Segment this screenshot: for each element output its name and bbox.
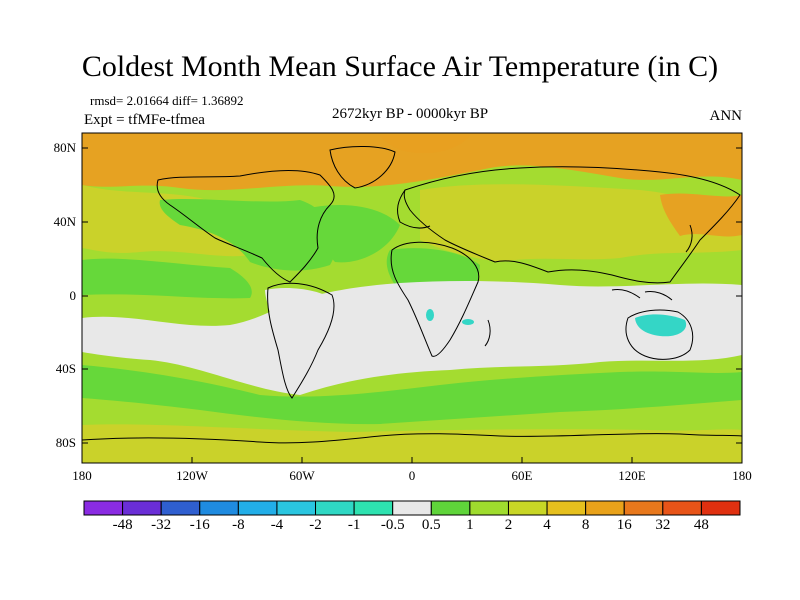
- coast-indonesia: [611, 289, 673, 301]
- lat-label-40s: 40S: [55, 361, 76, 376]
- arctic-warm-patch: [380, 135, 470, 154]
- lat-label-80s: 80S: [55, 435, 76, 450]
- lon-label-120e: 120E: [618, 468, 646, 483]
- colorbar-swatch-10: [469, 500, 509, 516]
- lon-label-180w: 180: [72, 468, 92, 483]
- colorbar-swatch-3: [199, 500, 239, 516]
- period-label: 2672kyr BP - 0000kyr BP: [331, 106, 489, 122]
- colorbar-label-11: 4: [543, 517, 551, 533]
- coast-africa: [390, 241, 480, 357]
- colorbar-swatch-13: [585, 500, 625, 516]
- colorbar-swatch-1: [122, 500, 162, 516]
- colorbar-label-8: 0.5: [421, 517, 441, 533]
- colorbar-label-7: -0.5: [380, 517, 405, 533]
- colorbar-swatch-9: [430, 500, 471, 516]
- coast-north-america: [156, 170, 335, 283]
- coastlines: [81, 145, 743, 444]
- colorbar-swatch-6: [315, 500, 355, 516]
- experiment-label: Expt = tfMFe-tfmea: [84, 112, 205, 128]
- eurasia-yellow: [420, 184, 742, 262]
- colorbar-swatch-11: [507, 500, 548, 516]
- lon-label-60e: 60E: [511, 468, 533, 483]
- colorbar-label-3: -8: [232, 517, 245, 533]
- colorbar-swatch-16: [700, 500, 741, 516]
- colorbar-swatch-12: [546, 500, 587, 516]
- lon-label-60w: 60W: [289, 468, 315, 483]
- coast-eurasia: [403, 166, 741, 284]
- lat-label-80n: 80N: [53, 140, 76, 155]
- colorbar-swatch-8: [392, 500, 432, 516]
- cyan-spot-indian: [462, 319, 474, 325]
- coast-greenland: [329, 145, 396, 189]
- colorbar: [83, 500, 741, 516]
- lat-label-0: 0: [69, 288, 77, 303]
- colorbar-label-1: -32: [151, 517, 172, 533]
- lon-label-0: 0: [408, 468, 416, 483]
- north-america-green: [159, 198, 336, 271]
- colorbar-label-12: 8: [581, 517, 590, 533]
- lon-label-180e: 180: [732, 468, 752, 483]
- coast-south-america: [267, 282, 335, 399]
- colorbar-label-14: 32: [655, 517, 671, 533]
- colorbar-swatch-15: [662, 500, 702, 516]
- colorbar-label-5: -2: [309, 517, 322, 533]
- colorbar-swatch-14: [623, 500, 664, 516]
- stats-text: rmsd= 2.01664 diff= 1.36892: [90, 93, 244, 108]
- colorbar-label-10: 2: [504, 517, 513, 533]
- colorbar-label-0: -48: [112, 517, 133, 533]
- southern-neutral-band: [82, 280, 742, 395]
- tropical-pacific-green: [82, 258, 252, 299]
- colorbar-swatch-5: [276, 500, 317, 516]
- coast-australia: [625, 309, 694, 360]
- colorbar-label-2: -16: [189, 517, 210, 533]
- south-america-neutral: [265, 288, 335, 390]
- arctic-warm-band: [82, 133, 742, 191]
- colorbar-label-4: -4: [270, 517, 284, 533]
- map-title: Coldest Month Mean Surface Air Temperatu…: [81, 50, 719, 83]
- colorbar-label-9: 1: [466, 517, 474, 533]
- coast-japan: [685, 224, 693, 253]
- cyan-spot-africa: [426, 309, 434, 321]
- coast-antarctica: [81, 433, 743, 444]
- colorbar-label-13: 16: [616, 517, 632, 533]
- siberia-orange: [660, 193, 742, 237]
- colorbar-swatch-4: [237, 500, 278, 516]
- antarctic-band: [82, 424, 742, 463]
- coast-europe: [397, 189, 431, 229]
- colorbar-swatch-0: [83, 500, 124, 516]
- australia-cyan: [635, 314, 687, 337]
- lat-label-40n: 40N: [53, 214, 76, 229]
- colorbar-label-15: 48: [693, 517, 709, 533]
- colorbar-swatch-2: [160, 500, 201, 516]
- southern-ocean-green: [82, 365, 742, 425]
- coast-madagascar: [484, 319, 491, 347]
- axis-ticks: [82, 147, 742, 463]
- north-atlantic-green: [300, 205, 400, 263]
- temperature-field: [82, 133, 742, 463]
- colorbar-swatch-7: [353, 500, 394, 516]
- colorbar-label-6: -1: [347, 517, 361, 533]
- lon-label-120w: 120W: [176, 468, 208, 483]
- season-label: ANN: [709, 108, 743, 124]
